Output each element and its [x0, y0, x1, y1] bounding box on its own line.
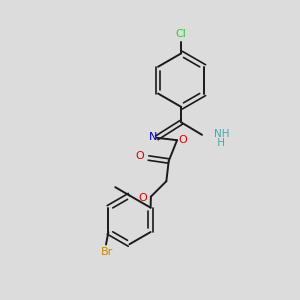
Text: H: H: [214, 138, 225, 148]
Text: O: O: [136, 151, 145, 161]
Text: N: N: [149, 132, 158, 142]
Text: O: O: [178, 135, 187, 145]
Text: Br: Br: [101, 247, 113, 257]
Text: Cl: Cl: [176, 29, 187, 39]
Text: NH: NH: [214, 129, 230, 139]
Text: O: O: [139, 193, 148, 203]
